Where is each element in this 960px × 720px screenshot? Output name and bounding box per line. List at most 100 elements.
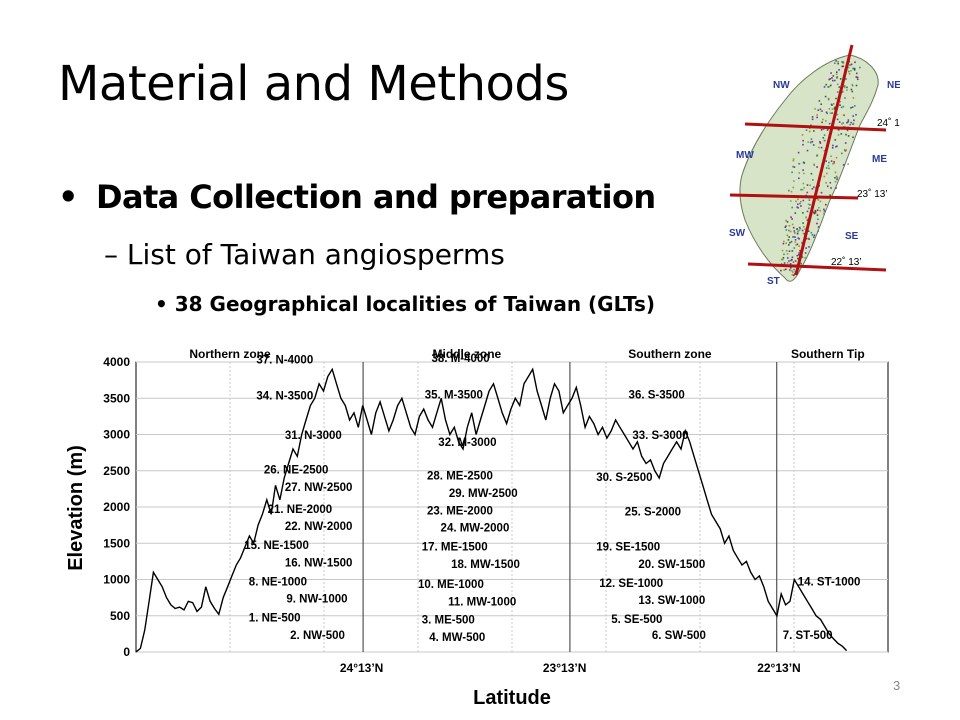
species-dot bbox=[834, 106, 836, 109]
bullet-level-2: – List of Taiwan angiosperms bbox=[104, 238, 505, 271]
species-dot bbox=[836, 145, 838, 148]
species-dot bbox=[808, 199, 811, 201]
species-dot bbox=[853, 67, 856, 70]
species-dot bbox=[822, 118, 824, 121]
species-dot bbox=[845, 133, 847, 136]
region-label-se: SE bbox=[845, 231, 859, 242]
species-dot bbox=[832, 75, 835, 77]
species-dot bbox=[831, 147, 834, 149]
y-axis-label: Elevation (m) bbox=[65, 445, 87, 571]
taiwan-map: NW NE MW ME SW SE ST 24˚ 13’ 23˚ 13’ 22˚… bbox=[729, 44, 900, 287]
species-dot bbox=[801, 188, 804, 191]
species-dot bbox=[788, 189, 790, 192]
species-dot bbox=[814, 210, 817, 213]
species-dot bbox=[797, 237, 800, 239]
species-dot bbox=[820, 191, 823, 194]
species-dot bbox=[798, 254, 800, 256]
species-dot bbox=[785, 250, 788, 252]
species-dot bbox=[788, 236, 790, 238]
glt-annotation: 23. ME-2000 bbox=[427, 505, 493, 517]
species-dot bbox=[791, 256, 794, 259]
x-tick-labels: 24°13’N 23°13’N 22°13’N bbox=[340, 661, 801, 675]
glt-annotation: 29. MW-2500 bbox=[449, 488, 518, 500]
species-dot bbox=[819, 142, 822, 144]
species-dot bbox=[810, 138, 813, 140]
species-dot bbox=[789, 241, 791, 244]
species-dot bbox=[797, 198, 799, 201]
species-dot bbox=[833, 162, 835, 164]
species-dot bbox=[849, 123, 851, 126]
species-dot bbox=[797, 230, 799, 233]
species-dot bbox=[808, 246, 810, 248]
species-dot bbox=[829, 194, 831, 196]
species-dot bbox=[853, 119, 855, 122]
species-dot bbox=[852, 97, 855, 99]
species-dot bbox=[785, 242, 787, 244]
species-dot bbox=[813, 236, 815, 238]
zone-label: Southern zone bbox=[628, 347, 712, 361]
species-dot bbox=[832, 144, 834, 147]
species-dot bbox=[791, 223, 794, 226]
species-dot bbox=[853, 69, 856, 71]
species-dot bbox=[851, 106, 854, 108]
species-dot bbox=[818, 100, 821, 102]
species-dot bbox=[789, 269, 791, 271]
species-dot bbox=[846, 121, 848, 124]
species-dot bbox=[820, 103, 822, 105]
lat-label-22: 22˚ 13’ bbox=[831, 256, 862, 268]
species-dot bbox=[790, 259, 792, 262]
species-dot bbox=[803, 187, 805, 189]
species-dot bbox=[856, 72, 858, 75]
species-dot bbox=[786, 253, 789, 255]
glt-annotation: 1. NE-500 bbox=[249, 613, 301, 625]
species-dot bbox=[785, 225, 787, 227]
species-dot bbox=[790, 216, 792, 218]
bullet-dot-icon: • bbox=[58, 178, 79, 216]
species-dot bbox=[844, 97, 846, 99]
species-dot bbox=[805, 129, 808, 131]
species-dot bbox=[823, 149, 826, 152]
species-dot bbox=[795, 200, 797, 203]
species-dot bbox=[797, 257, 799, 260]
species-dot bbox=[816, 166, 818, 168]
species-dot bbox=[859, 66, 861, 69]
species-dot bbox=[844, 85, 846, 87]
species-dot bbox=[817, 218, 819, 221]
species-dot bbox=[798, 177, 800, 180]
x-tick-label: 24°13’N bbox=[340, 661, 384, 675]
species-dot bbox=[854, 61, 856, 64]
species-dot bbox=[811, 118, 814, 121]
species-dot bbox=[807, 141, 809, 143]
species-dot bbox=[793, 180, 795, 182]
y-tick-label: 2000 bbox=[103, 500, 130, 514]
species-dot bbox=[806, 219, 809, 221]
species-dot bbox=[792, 159, 795, 162]
species-dot bbox=[804, 257, 806, 259]
species-dot bbox=[793, 232, 796, 234]
species-dot bbox=[817, 109, 819, 111]
species-dot bbox=[850, 107, 852, 109]
species-dot bbox=[785, 219, 787, 222]
species-dot bbox=[811, 140, 814, 143]
species-dot bbox=[816, 209, 819, 211]
species-dot bbox=[832, 79, 834, 82]
species-dot bbox=[814, 209, 817, 212]
page-number: 3 bbox=[893, 678, 901, 693]
species-dot bbox=[819, 200, 822, 203]
species-dot bbox=[823, 86, 826, 88]
bullet-small-dot-icon: • bbox=[155, 292, 168, 316]
y-tick-label: 1000 bbox=[103, 573, 130, 587]
glt-annotation: 12. SE-1000 bbox=[599, 578, 663, 590]
species-dot bbox=[839, 104, 841, 106]
zone-label: Middle zone bbox=[433, 347, 502, 361]
species-dot bbox=[793, 247, 796, 249]
species-dot bbox=[788, 244, 790, 246]
species-dot bbox=[823, 208, 825, 211]
species-dot bbox=[819, 108, 822, 111]
species-dot bbox=[793, 166, 796, 168]
species-dot bbox=[791, 259, 793, 261]
species-dot bbox=[835, 60, 837, 62]
species-dot bbox=[835, 97, 837, 100]
species-dot bbox=[791, 270, 793, 272]
y-tick-label: 0 bbox=[123, 645, 130, 659]
